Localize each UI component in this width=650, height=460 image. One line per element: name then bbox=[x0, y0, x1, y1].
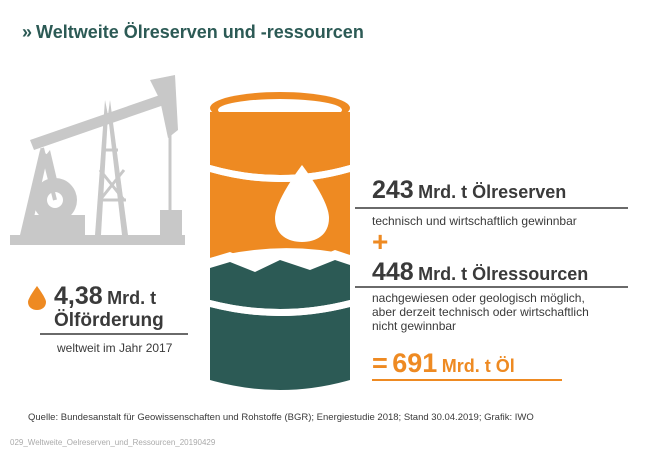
resources-unit: Mrd. t Ölressourcen bbox=[418, 264, 589, 284]
plus-sign: + bbox=[372, 226, 389, 257]
production-label: Ölförderung bbox=[54, 310, 164, 331]
reserves-headline: 243 Mrd. t Ölreserven bbox=[372, 176, 566, 205]
oil-drop-icon bbox=[275, 165, 329, 242]
resources-value: 448 bbox=[372, 258, 414, 286]
resources-note-line: aber derzeit technisch oder wirtschaftli… bbox=[372, 305, 589, 319]
reserves-value: 243 bbox=[372, 176, 414, 204]
oil-pump-icon bbox=[10, 75, 185, 245]
production-unit: Mrd. t bbox=[107, 288, 157, 308]
reserves-note: technisch und wirtschaftlich gewinnbar bbox=[372, 214, 577, 228]
resources-note-line: nicht gewinnbar bbox=[372, 319, 457, 333]
production-value: 4,38 bbox=[54, 282, 103, 310]
oil-barrel-icon bbox=[210, 92, 350, 390]
divider bbox=[355, 207, 628, 209]
total-value: 691 bbox=[392, 348, 438, 378]
title-text: Weltweite Ölreserven und -ressourcen bbox=[36, 22, 364, 42]
resources-note: nachgewiesen oder geologisch möglich, ab… bbox=[372, 291, 622, 333]
total-headline: = 691 Mrd. t Öl bbox=[372, 348, 515, 379]
oil-drop-icon bbox=[28, 286, 46, 310]
total-underline bbox=[372, 379, 562, 381]
page-title: » Weltweite Ölreserven und -ressourcen bbox=[22, 22, 364, 43]
file-id: 029_Weltweite_Oelreserven_und_Ressourcen… bbox=[10, 438, 216, 447]
chevron-icon: » bbox=[22, 22, 32, 42]
divider bbox=[355, 286, 628, 288]
total-prefix: = bbox=[372, 348, 388, 378]
divider bbox=[40, 333, 188, 335]
reserves-unit: Mrd. t Ölreserven bbox=[418, 182, 567, 202]
resources-headline: 448 Mrd. t Ölressourcen bbox=[372, 258, 588, 287]
total-unit: Mrd. t Öl bbox=[441, 356, 515, 376]
production-note: weltweit im Jahr 2017 bbox=[57, 341, 173, 355]
source-note: Quelle: Bundesanstalt für Geowissenschaf… bbox=[28, 412, 534, 423]
resources-note-line: nachgewiesen oder geologisch möglich, bbox=[372, 291, 585, 305]
